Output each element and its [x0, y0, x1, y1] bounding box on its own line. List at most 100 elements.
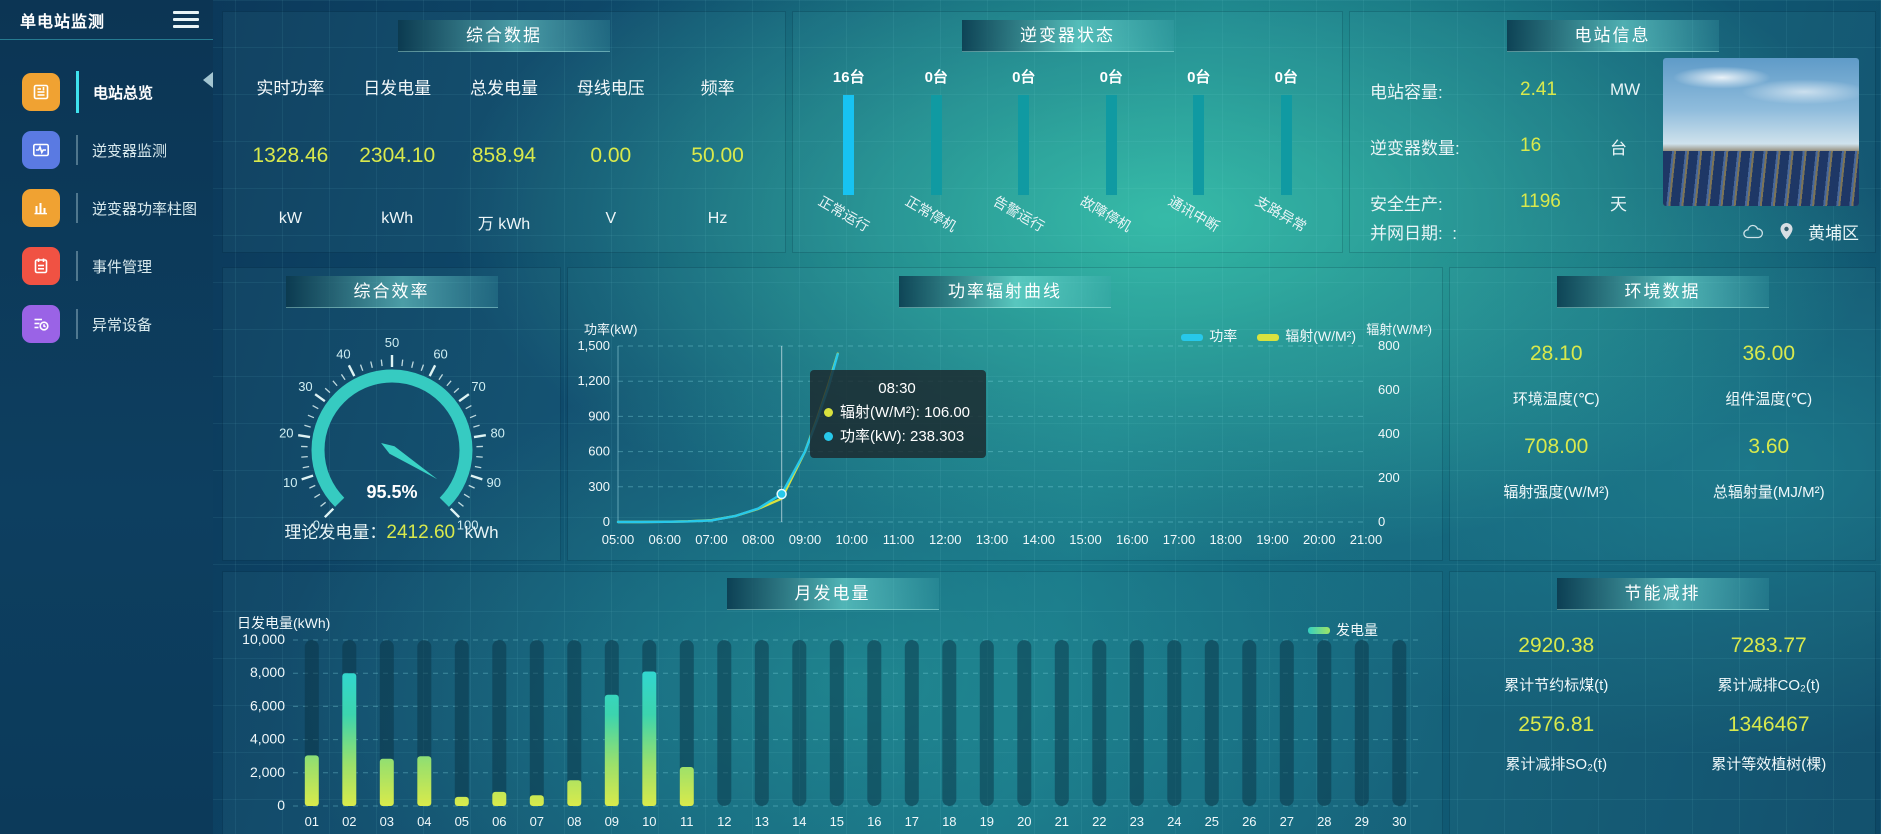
efficiency-gauge[interactable]: 0 10 20 30 40 50 60 70 80 90 100 95.5% [242, 338, 542, 534]
svg-text:02: 02 [342, 814, 356, 829]
legend-power[interactable]: 功率 [1181, 326, 1237, 346]
sidebar-item-inverter-power-bars[interactable]: 逆变器功率柱图 [0, 184, 213, 232]
location-pin-icon[interactable] [1779, 222, 1794, 241]
power-dot [824, 432, 833, 441]
stat-ambient-temp: 28.10 环境温度(℃) [1512, 342, 1600, 408]
svg-text:16:00: 16:00 [1116, 532, 1149, 547]
svg-text:90: 90 [486, 475, 500, 490]
bar-chart-legend[interactable]: 发电量 [1308, 620, 1378, 640]
environment-stats: 28.10 环境温度(℃) 36.00 组件温度(℃) 708.00 辐射强度(… [1450, 342, 1875, 502]
status-bar [843, 95, 855, 195]
inverter-status-normal-stop: 0台 正常停机 [903, 69, 960, 235]
svg-text:20: 20 [1017, 814, 1031, 829]
svg-text:19:00: 19:00 [1256, 532, 1289, 547]
power-bars-icon [22, 189, 60, 227]
svg-text:11:00: 11:00 [883, 532, 915, 547]
app-title: 单电站监测 [20, 13, 106, 31]
stat-irradiance: 708.00 辐射强度(W/M²) [1503, 435, 1610, 501]
svg-text:15:00: 15:00 [1069, 532, 1102, 547]
summary-metrics: 实时功率 1328.46 kW 日发电量 2304.10 kWh 总发电量 85… [223, 74, 785, 234]
nav-active-bar [76, 71, 79, 113]
panel-title: 综合效率 [285, 276, 498, 308]
tooltip-time: 08:30 [878, 380, 916, 397]
event-icon [22, 247, 60, 285]
svg-text:04: 04 [417, 814, 431, 829]
location-row: 黄埔区 [1741, 219, 1859, 244]
svg-text:10: 10 [642, 814, 656, 829]
inverter-status-running: 16台 正常运行 [815, 69, 872, 235]
svg-text:15: 15 [830, 814, 844, 829]
inverter-status-fault-stop: 0台 故障停机 [1078, 69, 1135, 235]
legend-radiation[interactable]: 辐射(W/M²) [1257, 326, 1356, 346]
tooltip-power-line: 功率(kW): 238.303 [824, 425, 970, 449]
svg-text:0: 0 [277, 797, 285, 813]
svg-text:11: 11 [680, 814, 694, 829]
sidebar-nav: 电站总览 逆变器监测 逆变器功率柱图 事 [0, 68, 213, 348]
metric-frequency: 频率 50.00 Hz [691, 79, 744, 227]
metric-daily-energy: 日发电量 2304.10 kWh [359, 79, 436, 227]
stat-trees-equivalent: 1346467 累计等效植树(棵) [1711, 713, 1827, 773]
hamburger-menu-icon[interactable] [173, 7, 199, 32]
svg-text:日发电量(kWh): 日发电量(kWh) [237, 616, 330, 631]
panel-title: 节能减排 [1556, 578, 1769, 610]
status-bar [1193, 95, 1205, 195]
svg-text:30: 30 [298, 379, 312, 394]
svg-text:06:00: 06:00 [648, 532, 681, 547]
stat-total-radiation: 3.60 总辐射量(MJ/M²) [1712, 435, 1825, 501]
saving-panel: 节能减排 2920.38 累计节约标煤(t) 7283.77 累计减排CO₂(t… [1450, 572, 1875, 834]
stat-co2-reduced: 7283.77 累计减排CO₂(t) [1717, 634, 1820, 694]
theory-energy-line: 理论发电量：2412.60 kWh [284, 522, 499, 543]
abnormal-device-icon [22, 305, 60, 343]
inverter-status-panel: 逆变器状态 16台 正常运行 0台 正常停机 0台 告警运行 0台 故障停机 [793, 12, 1342, 252]
svg-text:10: 10 [283, 475, 297, 490]
svg-text:25: 25 [1205, 814, 1219, 829]
svg-text:95.5%: 95.5% [366, 482, 417, 502]
svg-text:辐射(W/M²): 辐射(W/M²) [1366, 322, 1432, 337]
line-chart-legend[interactable]: 功率 辐射(W/M²) [1181, 326, 1356, 346]
svg-text:21:00: 21:00 [1350, 532, 1383, 547]
svg-text:800: 800 [1378, 338, 1400, 353]
sidebar-collapse-icon[interactable] [203, 72, 213, 88]
status-bar [1280, 95, 1292, 195]
svg-text:200: 200 [1378, 470, 1400, 485]
svg-text:09: 09 [605, 814, 619, 829]
sidebar-item-inverter-monitor[interactable]: 逆变器监测 [0, 126, 213, 174]
sidebar-item-label: 事件管理 [92, 258, 153, 276]
svg-text:27: 27 [1280, 814, 1294, 829]
power-radiation-chart[interactable]: 0 300 600 900 1,200 1,500 0 200 400 600 800 05:00 06… [574, 320, 1436, 556]
svg-text:17: 17 [905, 814, 919, 829]
stat-so2-reduced: 2576.81 累计减排SO₂(t) [1505, 713, 1608, 773]
sidebar-item-abnormal-devices[interactable]: 异常设备 [0, 300, 213, 348]
station-info-panel: 电站信息 电站容量: 2.41 MW 逆变器数量: 16 台 安全生产: 119… [1350, 12, 1875, 252]
svg-text:80: 80 [490, 425, 504, 440]
svg-text:06: 06 [492, 814, 506, 829]
svg-text:600: 600 [1378, 382, 1400, 397]
station-capacity-row: 电站容量: 2.41 MW [1370, 79, 1641, 102]
sidebar-item-event-management[interactable]: 事件管理 [0, 242, 213, 290]
status-bar [1105, 95, 1117, 195]
stat-coal-saved: 2920.38 累计节约标煤(t) [1504, 634, 1609, 694]
inverter-monitor-icon [22, 131, 60, 169]
svg-text:400: 400 [1378, 426, 1400, 441]
status-bar [930, 95, 942, 195]
status-bar [1018, 95, 1030, 195]
metric-bus-voltage: 母线电压 0.00 V [576, 79, 645, 227]
svg-text:13:00: 13:00 [976, 532, 1009, 547]
svg-text:40: 40 [336, 347, 350, 362]
sidebar-item-station-overview[interactable]: 电站总览 [0, 68, 213, 116]
cloud-icon[interactable] [1741, 223, 1765, 241]
sidebar-item-label: 电站总览 [93, 84, 154, 102]
svg-text:300: 300 [588, 479, 610, 494]
svg-text:8,000: 8,000 [250, 664, 285, 680]
svg-text:100: 100 [456, 518, 478, 533]
environment-panel: 环境数据 28.10 环境温度(℃) 36.00 组件温度(℃) 708.00 … [1450, 268, 1875, 560]
metric-total-energy: 总发电量 858.94 万 kWh [469, 79, 538, 233]
station-bottom-row: 并网日期: : 黄埔区 [1370, 219, 1859, 244]
svg-text:09:00: 09:00 [789, 532, 822, 547]
svg-text:10:00: 10:00 [835, 532, 868, 547]
tooltip-radiation-line: 辐射(W/M²): 106.00 [824, 401, 970, 425]
nav-separator [76, 193, 78, 223]
svg-text:07:00: 07:00 [695, 532, 728, 547]
